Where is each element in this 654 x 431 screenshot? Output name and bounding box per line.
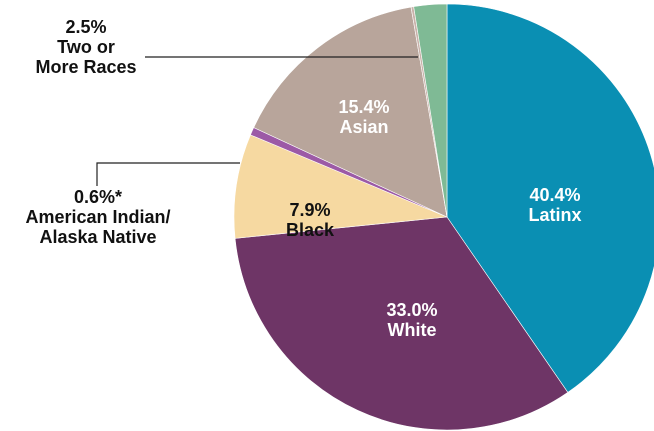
pie-slice	[446, 3, 654, 393]
category-label: White	[387, 320, 437, 340]
slice-label: 0.6%* American Indian/ Alaska Native	[25, 187, 170, 247]
category-label: American Indian/ Alaska Native	[25, 207, 171, 247]
slice-label: 7.9% Black	[286, 200, 334, 240]
value-label: 0.6%*	[73, 187, 123, 207]
pie-slice	[253, 6, 448, 218]
category-label: Two or More Races	[35, 37, 137, 77]
pie-slice	[234, 216, 569, 431]
leader-line	[96, 162, 240, 186]
value-label: 7.9%	[289, 200, 331, 220]
slice-label: 2.5% Two or More Races	[35, 17, 136, 77]
pie-slice	[233, 134, 448, 239]
category-label: Latinx	[528, 205, 582, 225]
value-label: 40.4%	[529, 185, 581, 205]
slice-label: 33.0% White	[386, 300, 437, 340]
slice-label: 15.4% Asian	[338, 97, 389, 137]
value-label: 2.5%	[65, 17, 107, 37]
pie-slice	[413, 3, 448, 218]
value-label: 15.4%	[338, 97, 390, 117]
value-label: 33.0%	[386, 300, 438, 320]
slice-label: 40.4% Latinx	[528, 185, 581, 225]
category-label: Asian	[339, 117, 389, 137]
category-label: Black	[285, 220, 335, 240]
